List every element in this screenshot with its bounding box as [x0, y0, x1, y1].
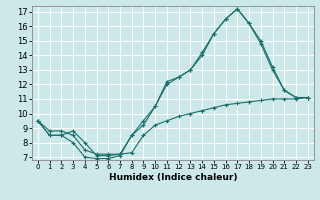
X-axis label: Humidex (Indice chaleur): Humidex (Indice chaleur): [108, 173, 237, 182]
